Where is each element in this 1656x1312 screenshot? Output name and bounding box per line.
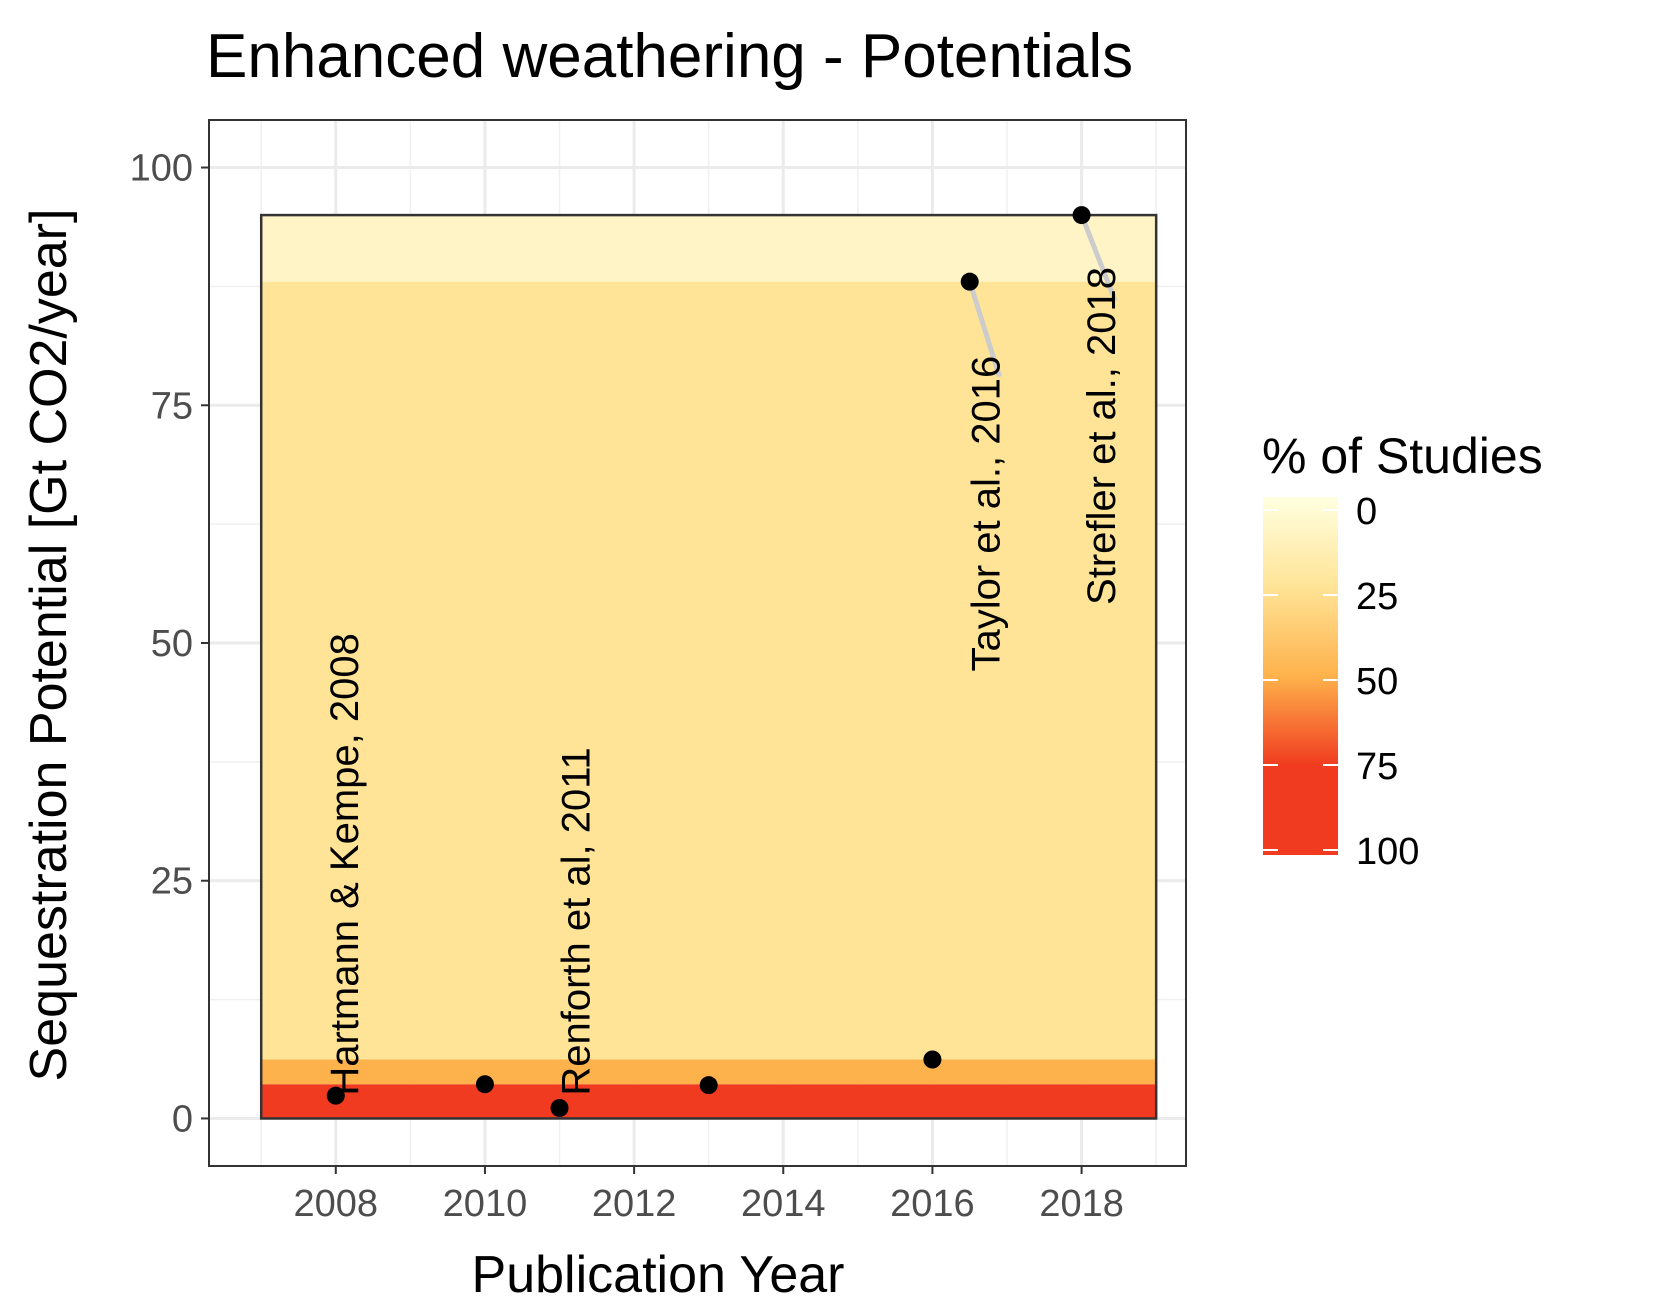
data-point: [1072, 206, 1091, 225]
annotation-leaders: [967, 214, 1118, 378]
x-axis-title: Publication Year: [472, 1246, 845, 1304]
y-axis-title: Sequestration Potential [Gt CO2/year]: [20, 209, 78, 1082]
x-tick-label: 2010: [443, 1183, 528, 1225]
range-band: [261, 215, 1157, 282]
x-tick-label: 2018: [1039, 1183, 1124, 1225]
x-tick-label: 2016: [890, 1183, 975, 1225]
y-tick-label: 50: [151, 623, 193, 665]
legend-tick-label: 75: [1356, 746, 1398, 788]
annotation-label: Strefler et al., 2018: [1080, 267, 1124, 605]
data-points: [326, 206, 1091, 1117]
study-range-bands: [259, 213, 1158, 1120]
annotation-label: Hartmann & Kempe, 2008: [323, 633, 367, 1095]
legend-tick-label: 100: [1356, 831, 1419, 873]
data-point: [923, 1050, 942, 1069]
y-tick-label: 75: [151, 385, 193, 427]
x-tick-label: 2012: [592, 1183, 677, 1225]
legend-ticks: 0 25 50 75 100: [1263, 491, 1419, 873]
data-point: [475, 1075, 494, 1094]
annotation-label: Renforth et al, 2011: [554, 747, 598, 1095]
y-tick-label: 25: [151, 861, 193, 903]
legend: % of Studies 0 25 50 75 100: [1262, 428, 1543, 873]
data-point: [960, 272, 979, 291]
annotation-labels: Hartmann & Kempe, 2008 Renforth et al, 20…: [323, 267, 1124, 1096]
data-point: [326, 1086, 345, 1105]
y-axis-ticks: 0 25 50 75 100: [130, 148, 209, 1140]
annotation-leader-line: [967, 280, 1002, 378]
annotation-label: Taylor et al., 2016: [965, 356, 1009, 672]
range-band-outline: [259, 213, 1158, 1120]
legend-colorbar: [1263, 497, 1338, 855]
legend-tick-label: 0: [1356, 491, 1377, 533]
y-tick-label: 100: [130, 148, 193, 190]
y-tick-label: 0: [172, 1098, 193, 1140]
x-tick-label: 2008: [294, 1183, 379, 1225]
plot-panel: Hartmann & Kempe, 2008 Renforth et al, 20…: [208, 119, 1187, 1167]
chart-title: Enhanced weathering - Potentials: [206, 22, 1133, 91]
legend-tick-label: 50: [1356, 661, 1398, 703]
range-band: [261, 281, 1157, 1060]
legend-title: % of Studies: [1262, 428, 1543, 484]
legend-tick-label: 25: [1356, 576, 1398, 618]
annotation-leader-line: [1079, 214, 1118, 302]
x-axis-ticks: 2008 2010 2012 2014 2016 2018: [294, 1166, 1124, 1225]
x-tick-label: 2014: [741, 1183, 826, 1225]
data-point: [550, 1098, 569, 1117]
data-point: [699, 1076, 718, 1095]
